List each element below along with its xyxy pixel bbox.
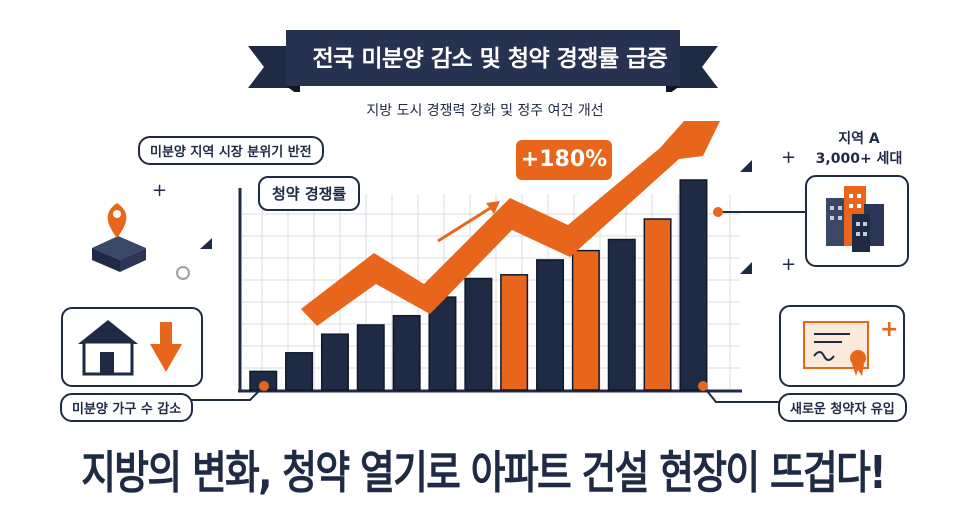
households-down-label: 미분양 가구 수 감소 <box>60 393 194 422</box>
small-arrow-head <box>486 201 500 214</box>
buildings-card <box>805 175 909 267</box>
bar-series <box>249 179 708 391</box>
connector-applicants <box>702 385 784 403</box>
region-units: 3,000+ 세대 <box>815 151 903 167</box>
growth-arrow <box>301 121 720 326</box>
bar <box>500 274 529 391</box>
decor-triangle <box>740 160 752 172</box>
bar <box>356 324 385 391</box>
bar <box>285 352 314 391</box>
plus-icon: + <box>781 147 796 168</box>
region-name: 지역 A <box>838 131 880 147</box>
chart-title-label: 청약 경쟁률 <box>258 176 361 211</box>
plus-icon: + <box>880 317 898 342</box>
bar <box>679 179 708 391</box>
buildings-icon <box>826 186 884 252</box>
growth-callout-text: +180% <box>520 147 608 172</box>
bar <box>464 277 493 391</box>
decor-triangle <box>200 238 212 249</box>
bar <box>428 296 457 391</box>
bar <box>536 259 565 391</box>
down-arrow-icon <box>150 322 182 372</box>
decor-triangle <box>740 262 752 274</box>
new-applicants-label: 새로운 청약자 유입 <box>778 393 907 422</box>
headline: 지방의 변화, 청약 열기로 아파트 건설 현장이 뜨겁다! <box>81 446 886 499</box>
bar <box>571 249 600 391</box>
house-card <box>61 307 203 387</box>
plus-icon: + <box>781 254 796 275</box>
certificate-card: + <box>779 305 905 387</box>
subtitle-bar <box>292 92 674 128</box>
location-pin-icon <box>92 203 146 272</box>
certificate-icon <box>803 321 869 376</box>
bar <box>643 218 672 391</box>
bar <box>392 314 421 391</box>
banner-title: 전국 미분양 감소 및 청약 경쟁률 급증 <box>312 46 668 72</box>
small-arrow-line <box>437 205 493 243</box>
bar <box>607 238 636 391</box>
banner-body <box>286 30 680 86</box>
growth-arrow-shape <box>301 121 720 326</box>
plus-icon: + <box>152 180 167 201</box>
house-icon <box>78 320 138 376</box>
bar <box>320 333 349 391</box>
market-shift-label: 미분양 지역 시장 분위기 반전 <box>138 136 324 165</box>
banner-subtitle: 지방 도시 경쟁력 강화 및 정주 여건 개선 <box>366 103 604 119</box>
decor-circle <box>176 266 190 280</box>
title-banner <box>248 30 718 96</box>
growth-callout-box <box>516 140 612 180</box>
